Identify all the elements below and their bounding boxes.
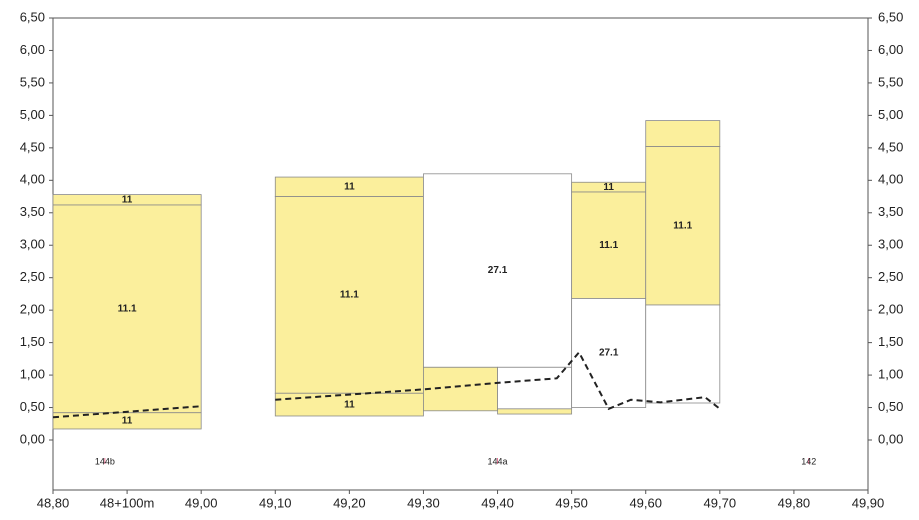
y-tick-label: 3,50 [20, 204, 45, 219]
y2-tick-label: 2,00 [878, 302, 903, 317]
layer-label: 11 [122, 415, 133, 426]
y-tick-label: 4,00 [20, 172, 45, 187]
marker-label: 144b [95, 456, 115, 466]
y-tick-label: 2,50 [20, 269, 45, 284]
x-tick-label: 49,70 [704, 495, 737, 510]
y-tick-label: 6,50 [20, 9, 45, 24]
y2-tick-label: 2,50 [878, 269, 903, 284]
x-tick-label: 49,10 [259, 495, 292, 510]
dashed-line [52, 350, 721, 419]
soil-layer [497, 408, 573, 415]
soil-layer [645, 304, 721, 404]
y2-tick-label: 5,00 [878, 107, 903, 122]
y-tick-label: 3,00 [20, 237, 45, 252]
y-tick-label: 4,50 [20, 139, 45, 154]
soil-layer [52, 204, 202, 414]
layer-label: 11.1 [118, 304, 137, 315]
layer-label: 11 [344, 399, 355, 410]
x-tick-label: 48+100m [100, 495, 155, 510]
y2-tick-label: 6,00 [878, 42, 903, 57]
y-tick-label: 6,00 [20, 42, 45, 57]
layer-label: 11.1 [599, 240, 618, 251]
soil-layer [645, 146, 721, 306]
layer-label: 11.1 [673, 220, 692, 231]
layer-label: 11.1 [340, 290, 359, 301]
x-tick-label: 49,50 [555, 495, 588, 510]
x-tick-label: 49,80 [778, 495, 811, 510]
y2-tick-label: 6,50 [878, 9, 903, 24]
x-tick-label: 49,40 [481, 495, 514, 510]
y-tick-label: 5,50 [20, 74, 45, 89]
y2-tick-label: 4,00 [878, 172, 903, 187]
soil-layer [274, 196, 424, 394]
x-tick-label: 49,60 [629, 495, 662, 510]
y2-tick-label: 3,50 [878, 204, 903, 219]
marker-label: 144a [488, 456, 508, 466]
y-tick-label: 5,00 [20, 107, 45, 122]
soil-layer [497, 366, 573, 410]
x-tick-label: 48,80 [37, 495, 70, 510]
y2-tick-label: 1,50 [878, 334, 903, 349]
y2-tick-label: 5,50 [878, 74, 903, 89]
y2-tick-label: 4,50 [878, 139, 903, 154]
soil-layer [423, 173, 573, 368]
x-tick-label: 49,30 [407, 495, 440, 510]
x-tick-label: 49,00 [185, 495, 218, 510]
x-tick-label: 49,90 [852, 495, 885, 510]
y2-tick-label: 1,00 [878, 367, 903, 382]
x-tick-label: 49,20 [333, 495, 366, 510]
marker-label: 142 [801, 456, 816, 466]
y2-tick-label: 0,50 [878, 399, 903, 414]
layer-label: 27.1 [488, 265, 508, 276]
y2-tick-label: 0,00 [878, 431, 903, 446]
soil-layer [423, 366, 498, 412]
layer-label: 11 [344, 181, 355, 192]
y-tick-label: 2,00 [20, 302, 45, 317]
soil-layer [645, 120, 721, 147]
y2-tick-label: 3,00 [878, 237, 903, 252]
y-tick-label: 0,50 [20, 399, 45, 414]
layer-label: 27.1 [599, 348, 619, 359]
y-tick-label: 1,50 [20, 334, 45, 349]
y-tick-label: 0,00 [20, 431, 45, 446]
layer-label: 11 [122, 194, 133, 205]
layer-label: 11 [603, 182, 614, 193]
y-tick-label: 1,00 [20, 367, 45, 382]
